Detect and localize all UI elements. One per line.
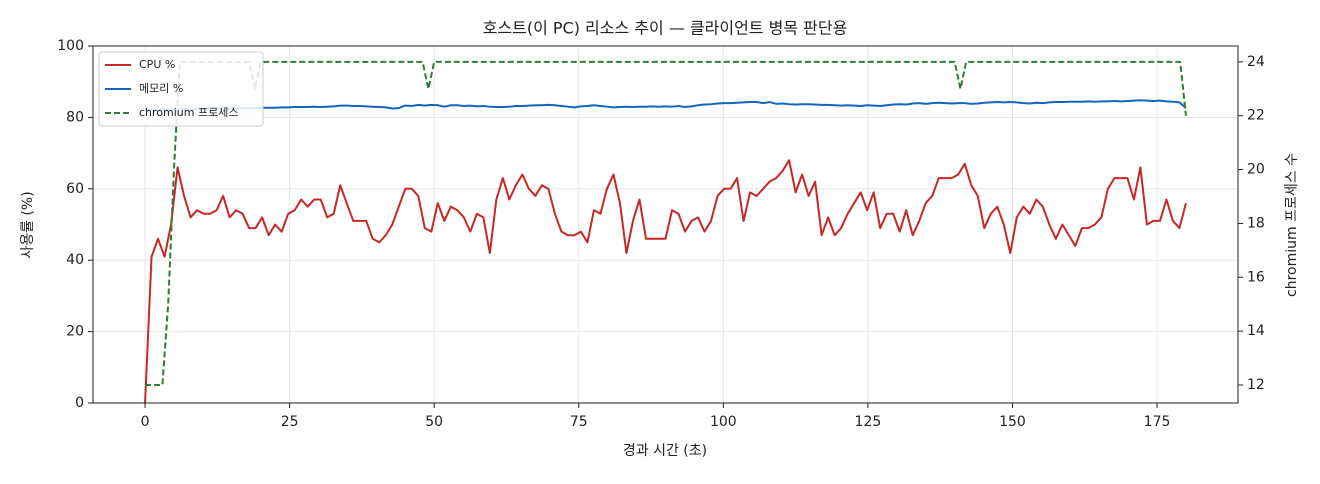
y2-tick-label: 18 — [1247, 215, 1265, 231]
x-tick-label: 150 — [999, 414, 1026, 430]
y2-axis-label: chromium 프로세스 수 — [1284, 153, 1300, 297]
chart-title: 호스트(이 PC) 리소스 추이 — 클라이언트 병목 판단용 — [483, 19, 848, 38]
y-tick-label: 80 — [66, 109, 84, 125]
series-line — [144, 159, 1187, 404]
y2-tick-label: 24 — [1247, 54, 1265, 70]
y2-tick-label: 14 — [1247, 323, 1265, 339]
plot-frame — [92, 45, 1239, 404]
x-axis-label: 경과 시간 (초) — [623, 443, 707, 459]
y-tick-label: 100 — [57, 38, 84, 54]
series-line — [144, 99, 1187, 112]
y-tick-label: 0 — [75, 395, 84, 411]
y2-tick-label: 22 — [1247, 108, 1265, 124]
x-tick-label: 175 — [1144, 414, 1171, 430]
y-tick-label: 40 — [66, 252, 84, 268]
y2-tick-label: 12 — [1247, 377, 1265, 393]
x-tick-label: 125 — [855, 414, 882, 430]
x-tick-label: 25 — [281, 414, 299, 430]
y-tick-label: 60 — [66, 181, 84, 197]
legend-label: chromium 프로세스 — [139, 106, 238, 119]
x-tick-label: 75 — [570, 414, 588, 430]
x-tick-label: 100 — [710, 414, 737, 430]
legend-label: 메모리 % — [139, 82, 183, 95]
y2-tick-label: 20 — [1247, 162, 1265, 178]
y2-tick-label: 16 — [1247, 269, 1265, 285]
y-axis-label: 사용률 (%) — [20, 191, 36, 258]
legend-label: CPU % — [139, 58, 175, 71]
x-tick-label: 50 — [425, 414, 443, 430]
legend-box — [98, 51, 264, 127]
y-tick-label: 20 — [66, 324, 84, 340]
x-tick-label: 0 — [141, 414, 150, 430]
